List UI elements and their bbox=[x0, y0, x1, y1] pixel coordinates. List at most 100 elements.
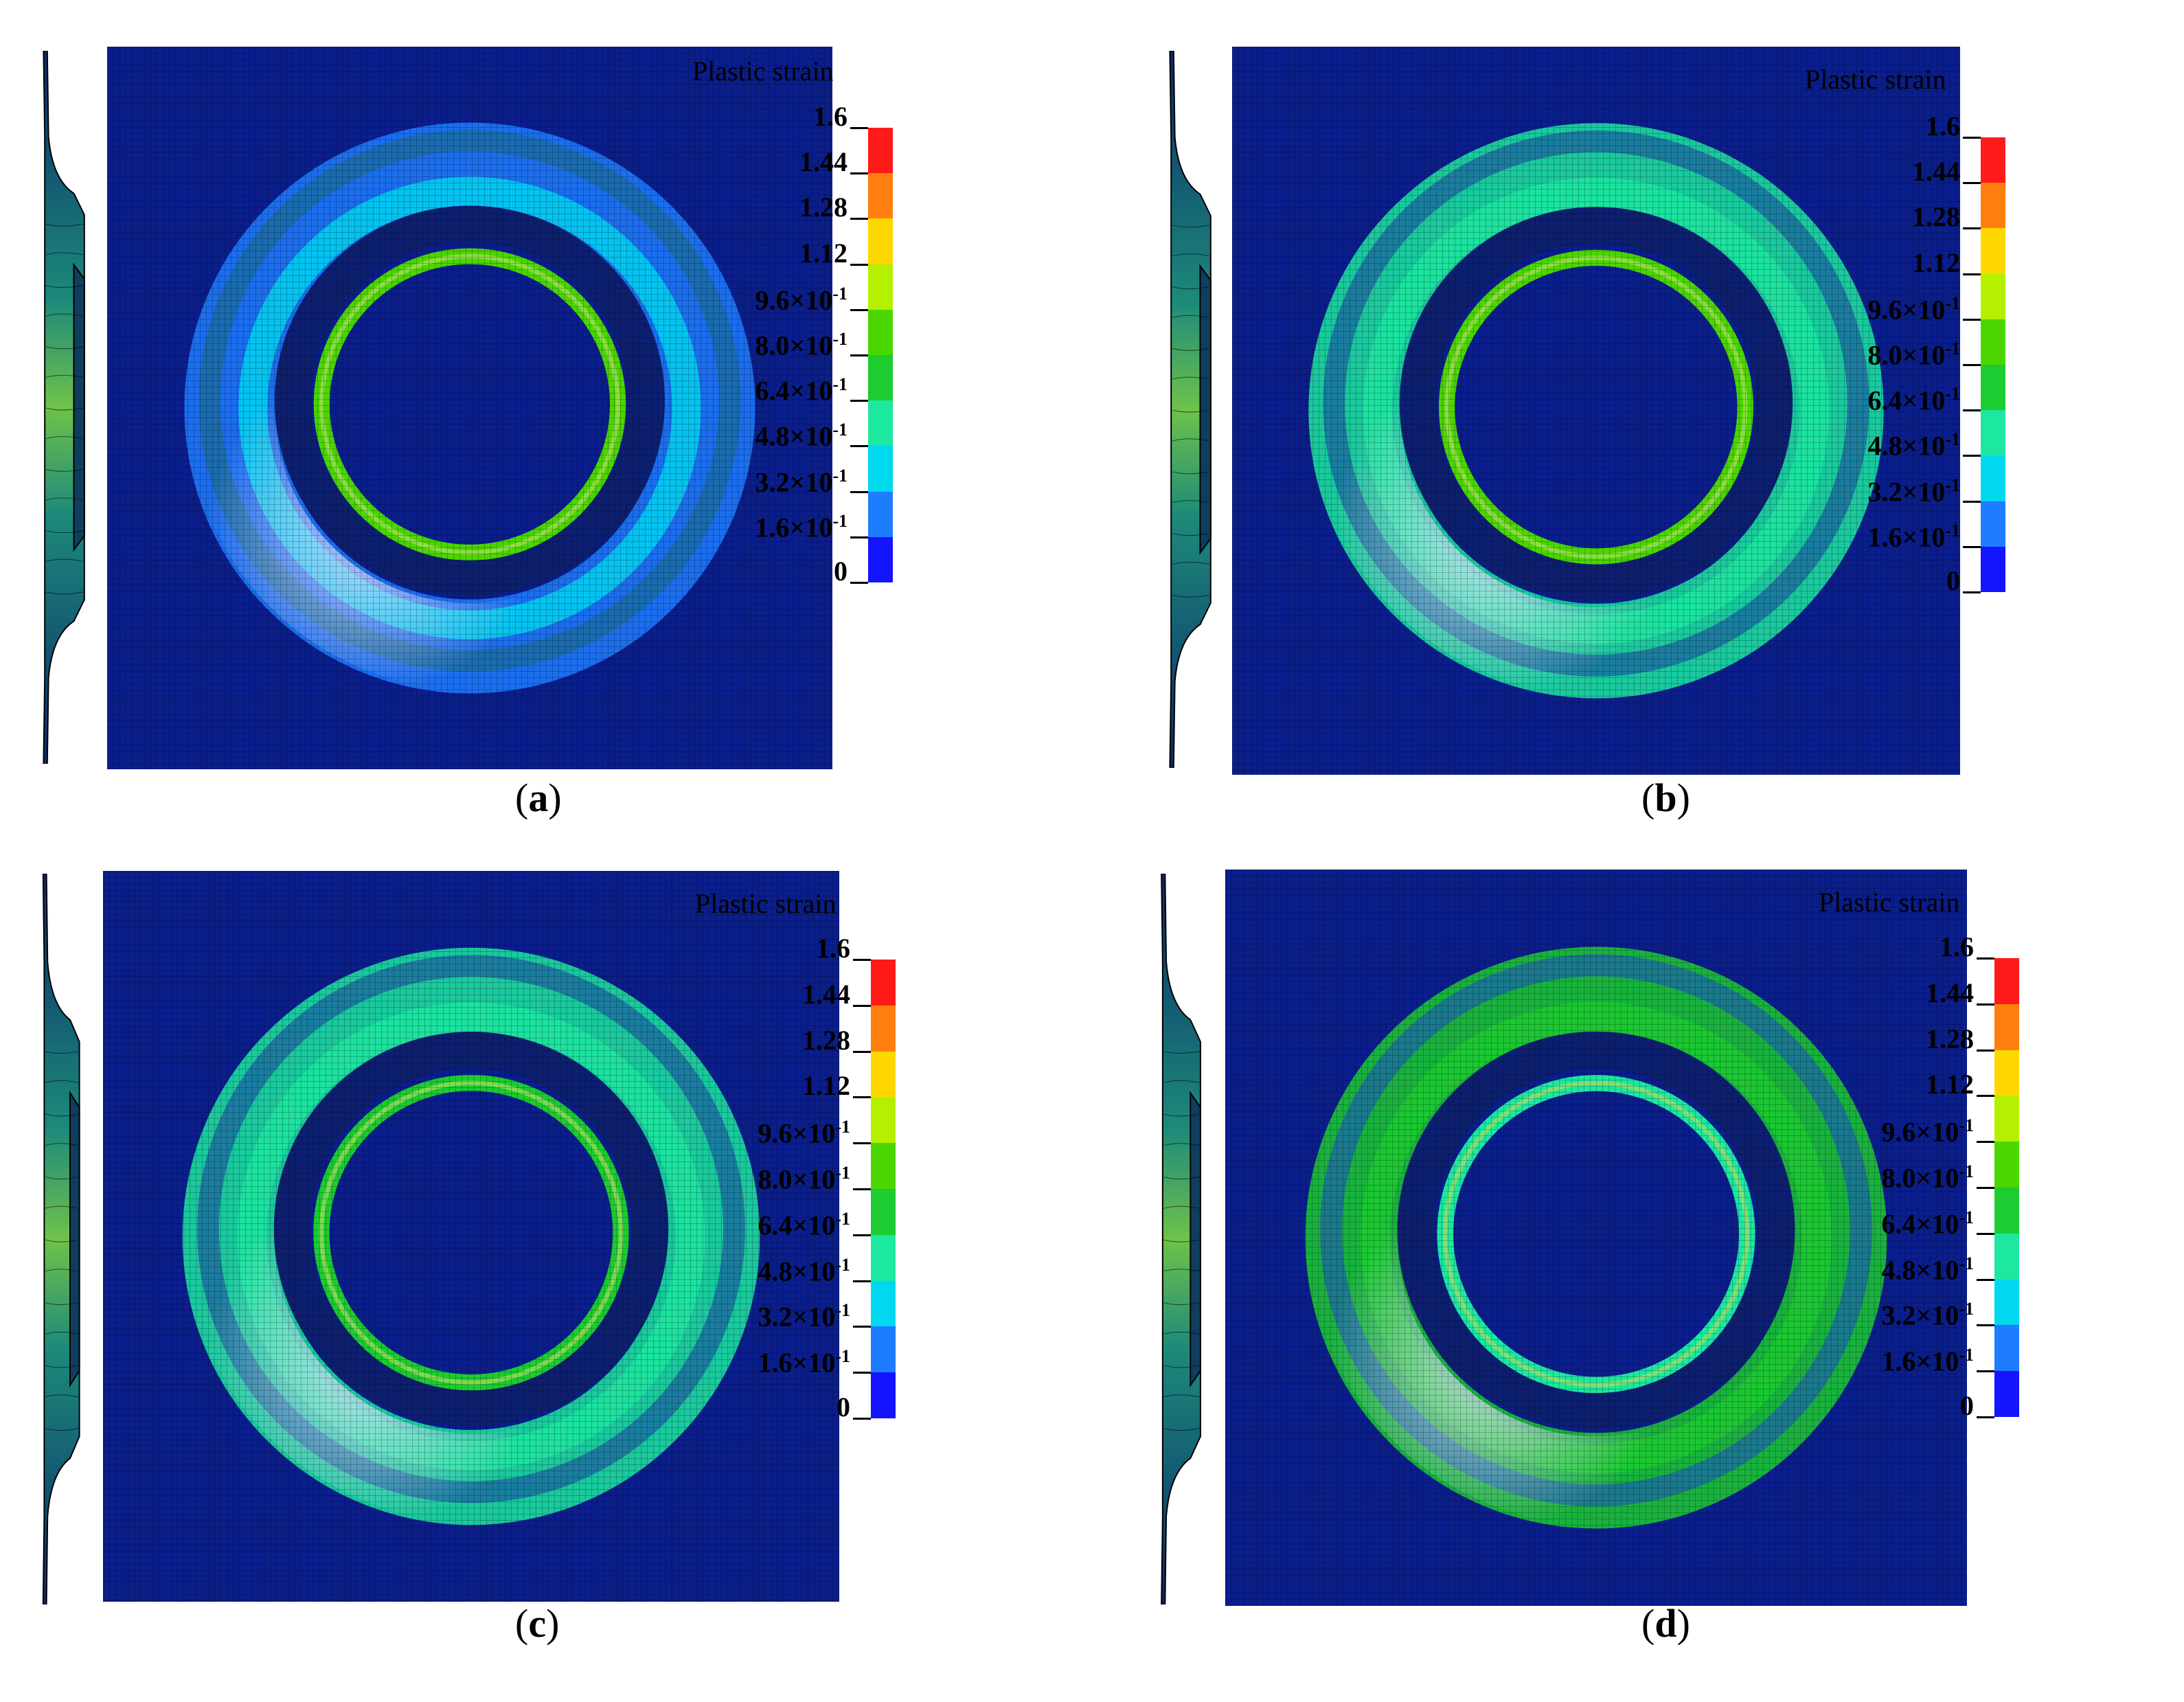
legend-tick-mark bbox=[1977, 1278, 1994, 1281]
panel-caption: (b) bbox=[1641, 775, 1690, 820]
legend-tick-mark bbox=[853, 1050, 871, 1053]
legend-tick-mark bbox=[1977, 1232, 1994, 1235]
color-legend: Plastic strain 1.6 1.44 1.28 1.12 9.6×10-1 8.0… bbox=[687, 0, 893, 824]
legend-tick-label: 1.12 bbox=[1912, 247, 1960, 278]
legend-tick-label: 0 bbox=[837, 1392, 850, 1422]
legend-tick-label: 1.44 bbox=[1912, 156, 1960, 188]
legend-color-bar bbox=[1981, 137, 2005, 592]
legend-tick-label: 3.2×10-1 bbox=[1881, 1299, 1974, 1331]
legend-color-segment bbox=[1981, 546, 2005, 592]
legend-tick-label: 1.44 bbox=[1926, 977, 1974, 1008]
legend-tick-label: 0 bbox=[834, 556, 848, 587]
legend-tick-label: 8.0×10-1 bbox=[755, 329, 848, 361]
legend-color-segment bbox=[1994, 1233, 2019, 1280]
legend-color-segment bbox=[871, 1005, 896, 1052]
legend-color-segment bbox=[1994, 1371, 2019, 1417]
panel-a: Plastic strain 1.6 1.44 1.28 1.12 9.6×10-1 8.0… bbox=[0, 0, 1092, 851]
legend-tick-mark bbox=[1977, 1141, 1994, 1144]
legend-tick-mark bbox=[850, 172, 868, 175]
strain-contour-plot bbox=[1232, 47, 1960, 775]
legend-color-segment bbox=[871, 1051, 896, 1098]
legend-color-segment bbox=[1994, 1325, 2019, 1372]
legend-color-segment bbox=[1994, 1003, 2019, 1050]
legend-tick-label: 9.6×10-1 bbox=[758, 1117, 850, 1149]
legend-tick-mark bbox=[853, 1326, 871, 1328]
legend-tick-mark bbox=[853, 1096, 871, 1099]
legend-tick-label: 6.4×10-1 bbox=[755, 374, 848, 407]
legend-color-segment bbox=[871, 1372, 896, 1418]
side-profile-view bbox=[1169, 51, 1212, 768]
legend-tick-mark bbox=[1963, 137, 1981, 139]
legend-tick-label: 1.6 bbox=[1926, 111, 1960, 141]
legend-color-segment bbox=[1981, 364, 2005, 411]
legend-tick-label: 1.28 bbox=[799, 192, 848, 223]
panel-d: Plastic strain 1.6 1.44 1.28 1.12 9.6×10-1 8.0… bbox=[1092, 851, 2184, 1702]
legend-tick-label: 6.4×10-1 bbox=[1867, 384, 1960, 416]
legend-color-segment bbox=[1981, 183, 2005, 229]
legend-tick-label: 1.28 bbox=[1912, 201, 1960, 233]
legend-tick-mark bbox=[1963, 591, 1981, 593]
legend-tick-label: 4.8×10-1 bbox=[1881, 1253, 1974, 1285]
legend-tick-label: 9.6×10-1 bbox=[755, 283, 848, 316]
legend-tick-mark bbox=[1963, 364, 1981, 366]
legend-tick-mark bbox=[1977, 1049, 1994, 1052]
legend-tick-label: 1.44 bbox=[802, 978, 850, 1010]
legend-color-segment bbox=[868, 400, 893, 446]
legend-tick-label: 1.12 bbox=[799, 237, 848, 269]
legend-color-segment bbox=[871, 1143, 896, 1189]
legend-tick-mark bbox=[1963, 500, 1981, 503]
legend-tick-label: 1.28 bbox=[802, 1024, 850, 1056]
legend-tick-label: 1.6×10-1 bbox=[1867, 520, 1960, 553]
legend-title: Plastic strain bbox=[695, 888, 837, 919]
legend-tick-label: 8.0×10-1 bbox=[1881, 1161, 1974, 1194]
legend-tick-mark bbox=[853, 1280, 871, 1282]
legend-color-segment bbox=[1981, 501, 2005, 547]
legend-color-segment bbox=[1994, 1096, 2019, 1142]
legend-tick-mark bbox=[1963, 227, 1981, 230]
legend-color-segment bbox=[871, 1234, 896, 1281]
legend-tick-label: 1.6×10-1 bbox=[755, 510, 848, 543]
legend-color-segment bbox=[1981, 228, 2005, 274]
legend-tick-label: 1.44 bbox=[799, 146, 848, 178]
legend-tick-mark bbox=[1977, 1416, 1994, 1418]
legend-color-segment bbox=[868, 173, 893, 219]
legend-color-segment bbox=[868, 309, 893, 355]
legend-color-segment bbox=[1981, 319, 2005, 365]
strain-contour-plot bbox=[103, 871, 839, 1602]
legend-tick-mark bbox=[853, 1188, 871, 1190]
legend-tick-label: 4.8×10-1 bbox=[755, 420, 848, 452]
legend-tick-mark bbox=[850, 536, 868, 538]
legend-tick-label: 1.6×10-1 bbox=[1881, 1345, 1974, 1377]
panel-label: c bbox=[528, 1601, 547, 1646]
legend-color-segment bbox=[1981, 137, 2005, 183]
legend-color-segment bbox=[1994, 1142, 2019, 1188]
legend-color-segment bbox=[868, 536, 893, 582]
legend-tick-label: 1.6×10-1 bbox=[758, 1346, 850, 1378]
legend-color-segment bbox=[1981, 455, 2005, 501]
legend-tick-mark bbox=[1963, 182, 1981, 185]
legend-tick-label: 3.2×10-1 bbox=[755, 465, 848, 497]
legend-tick-mark bbox=[1963, 545, 1981, 548]
legend-color-segment bbox=[868, 491, 893, 537]
panel-b: Plastic strain 1.6 1.44 1.28 1.12 9.6×10-1 8.0… bbox=[1092, 0, 2184, 851]
legend-tick-mark bbox=[1963, 318, 1981, 321]
panel-label: b bbox=[1654, 775, 1677, 820]
panel-label: a bbox=[528, 775, 549, 820]
legend-tick-label: 6.4×10-1 bbox=[758, 1208, 850, 1241]
legend-tick-mark bbox=[1977, 1003, 1994, 1006]
legend-color-segment bbox=[871, 1097, 896, 1144]
legend-tick-mark bbox=[850, 218, 868, 220]
color-legend: Plastic strain 1.6 1.44 1.28 1.12 9.6×10-1 8.0… bbox=[690, 851, 896, 1675]
side-profile-view bbox=[43, 51, 85, 764]
color-legend: Plastic strain 1.6 1.44 1.28 1.12 9.6×10-1 8.0… bbox=[1799, 0, 2005, 824]
legend-color-segment bbox=[871, 1326, 896, 1373]
color-legend: Plastic strain 1.6 1.44 1.28 1.12 9.6×10-1 8.0… bbox=[1813, 851, 2019, 1675]
legend-tick-label: 3.2×10-1 bbox=[1867, 475, 1960, 507]
legend-tick-label: 0 bbox=[1946, 565, 1960, 596]
legend-tick-mark bbox=[1977, 957, 1994, 960]
legend-tick-mark bbox=[850, 308, 868, 311]
legend-color-segment bbox=[868, 128, 893, 174]
legend-tick-mark bbox=[1963, 273, 1981, 275]
legend-tick-mark bbox=[853, 1418, 871, 1420]
legend-color-segment bbox=[1981, 410, 2005, 456]
